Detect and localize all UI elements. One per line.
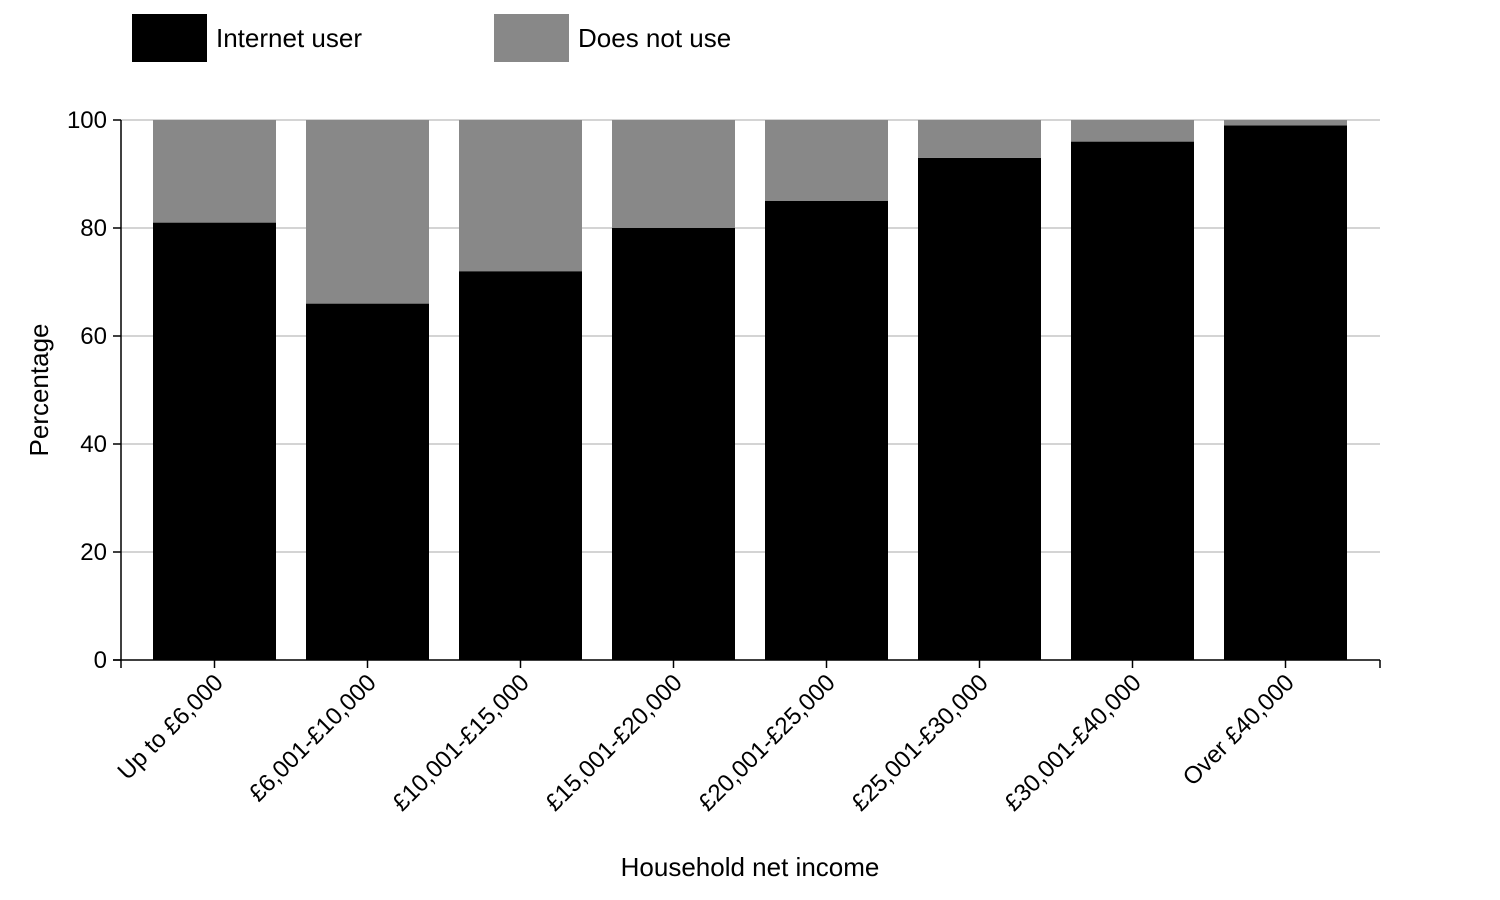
bar-internet-user-4 [765,201,888,660]
x-tick-label-6: £30,001-£40,000 [999,669,1146,816]
x-axis-title: Household net income [621,852,880,882]
x-tick-label-5: £25,001-£30,000 [846,669,993,816]
legend-label-does-not-use: Does not use [578,23,731,53]
y-tick-label-40: 40 [80,431,107,458]
bar-internet-user-6 [1071,141,1194,661]
x-tick-label-2: £10,001-£15,000 [387,669,534,816]
bar-internet-user-1 [306,303,429,660]
x-tick-label-1: £6,001-£10,000 [244,669,382,807]
bar-does-not-use-5 [918,120,1041,158]
legend-swatch-internet-user [132,14,207,62]
y-tick-label-0: 0 [94,647,107,674]
bar-does-not-use-7 [1224,120,1347,126]
bar-does-not-use-4 [765,120,888,201]
y-tick-label-80: 80 [80,215,107,242]
bar-internet-user-5 [918,157,1041,661]
bar-does-not-use-2 [459,120,582,272]
x-tick-label-4: £20,001-£25,000 [693,669,840,816]
bar-internet-user-2 [459,271,582,660]
y-axis-title: Percentage [24,324,54,457]
x-tick-label-0: Up to £6,000 [112,669,228,785]
x-tick-label-7: Over £40,000 [1178,669,1300,791]
bar-internet-user-0 [153,222,276,660]
bar-internet-user-3 [612,228,735,660]
bar-does-not-use-3 [612,120,735,228]
x-tick-label-3: £15,001-£20,000 [540,669,687,816]
bar-internet-user-7 [1224,125,1347,660]
bars [153,120,1347,661]
legend-label-internet-user: Internet user [216,23,362,53]
legend: Internet user Does not use [132,14,731,62]
bar-does-not-use-6 [1071,120,1194,142]
y-tick-label-60: 60 [80,323,107,350]
bar-does-not-use-1 [306,120,429,304]
legend-swatch-does-not-use [494,14,569,62]
y-tick-label-20: 20 [80,539,107,566]
bar-does-not-use-0 [153,120,276,223]
y-tick-label-100: 100 [67,107,107,134]
